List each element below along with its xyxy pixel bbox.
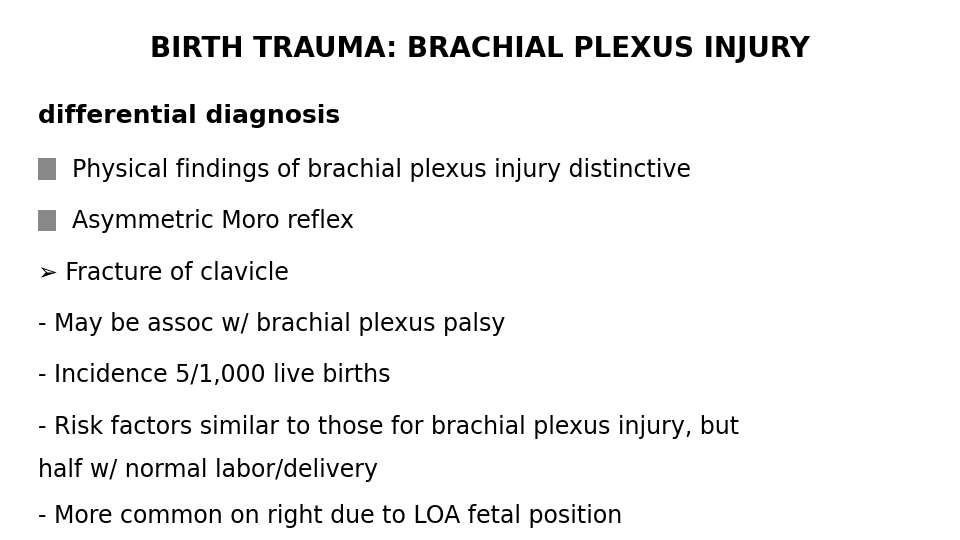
Text: - Incidence 5/1,000 live births: - Incidence 5/1,000 live births: [38, 363, 391, 387]
Text: - May be assoc w/ brachial plexus palsy: - May be assoc w/ brachial plexus palsy: [38, 312, 506, 336]
Text: - More common on right due to LOA fetal position: - More common on right due to LOA fetal …: [38, 504, 623, 528]
Text: differential diagnosis: differential diagnosis: [38, 104, 341, 128]
Text: Asymmetric Moro reflex: Asymmetric Moro reflex: [72, 210, 354, 233]
Text: BIRTH TRAUMA: BRACHIAL PLEXUS INJURY: BIRTH TRAUMA: BRACHIAL PLEXUS INJURY: [150, 35, 810, 63]
Text: ➢ Fracture of clavicle: ➢ Fracture of clavicle: [38, 261, 289, 285]
Text: half w/ normal labor/delivery: half w/ normal labor/delivery: [38, 458, 378, 482]
Bar: [38, 158, 56, 180]
Bar: [38, 210, 56, 231]
Text: - Risk factors similar to those for brachial plexus injury, but: - Risk factors similar to those for brac…: [38, 415, 739, 438]
Text: Physical findings of brachial plexus injury distinctive: Physical findings of brachial plexus inj…: [72, 158, 691, 182]
